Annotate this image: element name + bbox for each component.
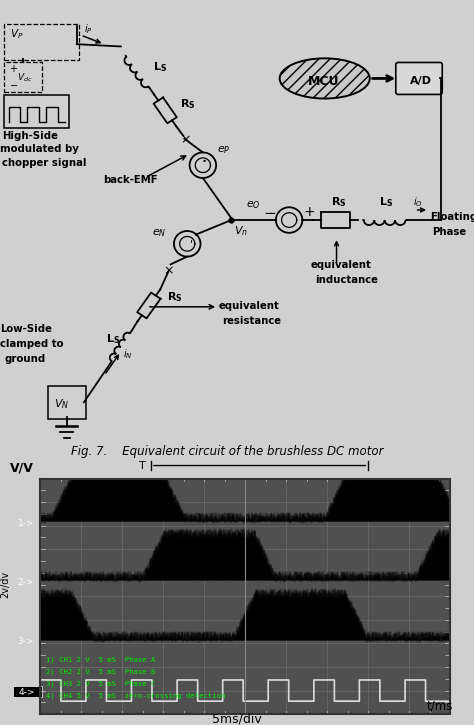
Ellipse shape: [280, 58, 370, 99]
Text: $\times$: $\times$: [180, 133, 191, 146]
FancyBboxPatch shape: [396, 62, 442, 94]
Text: back-EMF: back-EMF: [103, 175, 158, 186]
Text: ground: ground: [5, 354, 46, 364]
Text: T: T: [139, 460, 146, 471]
Text: $\mathbf{R_S}$: $\mathbf{R_S}$: [331, 196, 346, 210]
Text: $e_P$: $e_P$: [217, 144, 230, 157]
Text: $-$: $-$: [9, 79, 18, 88]
Text: 4) CH4 5 V  5 mS  zero-crossing detection: 4) CH4 5 V 5 mS zero-crossing detection: [46, 693, 226, 700]
Text: clamped to: clamped to: [0, 339, 64, 349]
Text: Fig. 7.    Equivalent circuit of the brushless DC motor: Fig. 7. Equivalent circuit of the brushl…: [71, 445, 384, 458]
Text: $V_n$: $V_n$: [234, 224, 248, 238]
Text: $V_{dc}$: $V_{dc}$: [17, 71, 32, 84]
Text: $i_O$: $i_O$: [413, 196, 423, 210]
Text: V/V: V/V: [9, 462, 33, 475]
Text: equivalent: equivalent: [219, 301, 280, 311]
Text: $+$: $+$: [9, 62, 18, 74]
Text: Floating: Floating: [430, 212, 474, 222]
Text: A/D: A/D: [410, 76, 431, 86]
Text: $e_N$: $e_N$: [152, 228, 166, 239]
Text: 4->: 4->: [19, 688, 36, 697]
Text: $V_N$: $V_N$: [54, 397, 69, 410]
Text: MCU: MCU: [308, 75, 339, 88]
Text: $\mathbf{L_S}$: $\mathbf{L_S}$: [153, 60, 167, 74]
Text: modulated by: modulated by: [0, 144, 79, 154]
Text: resistance: resistance: [222, 316, 281, 326]
Text: inductance: inductance: [315, 275, 378, 285]
Text: 5ms/div: 5ms/div: [212, 712, 262, 725]
FancyBboxPatch shape: [13, 686, 42, 697]
Text: 1) CH1 2 V  5 mS  Phase A: 1) CH1 2 V 5 mS Phase A: [46, 656, 156, 663]
Text: 2->: 2->: [18, 578, 34, 587]
Text: $+$: $+$: [303, 205, 316, 220]
Text: $V_P$: $V_P$: [10, 28, 24, 41]
Text: ': ': [190, 239, 193, 249]
Text: Low-Side: Low-Side: [0, 324, 52, 334]
Text: $i_N$: $i_N$: [123, 347, 133, 361]
Text: $\mathbf{R_S}$: $\mathbf{R_S}$: [180, 97, 196, 111]
Text: $\mathbf{R_S}$: $\mathbf{R_S}$: [167, 290, 183, 304]
Text: $\times$: $\times$: [163, 265, 174, 278]
Text: equivalent: equivalent: [310, 260, 371, 270]
Text: $e_O$: $e_O$: [246, 199, 261, 211]
Text: t/ms: t/ms: [426, 700, 453, 713]
Text: 2v/dv: 2v/dv: [0, 571, 10, 598]
Text: $\mathbf{L_S}$: $\mathbf{L_S}$: [106, 333, 120, 347]
Text: $i_P$: $i_P$: [84, 22, 93, 36]
Text: chopper signal: chopper signal: [2, 158, 87, 168]
Text: High-Side: High-Side: [2, 130, 58, 141]
Text: $\bullet$: $\bullet$: [201, 155, 206, 165]
Text: 3) CH3 2 V  5 mS  Phase C: 3) CH3 2 V 5 mS Phase C: [46, 681, 156, 687]
Text: 3->: 3->: [18, 637, 34, 645]
Text: $-$: $-$: [263, 204, 276, 220]
Text: Phase: Phase: [432, 227, 466, 236]
Text: 2) CH2 2 V  5 mS  Phase B: 2) CH2 2 V 5 mS Phase B: [46, 668, 156, 675]
Text: 1->: 1->: [18, 519, 34, 528]
Text: $\mathbf{L_S}$: $\mathbf{L_S}$: [379, 196, 393, 210]
